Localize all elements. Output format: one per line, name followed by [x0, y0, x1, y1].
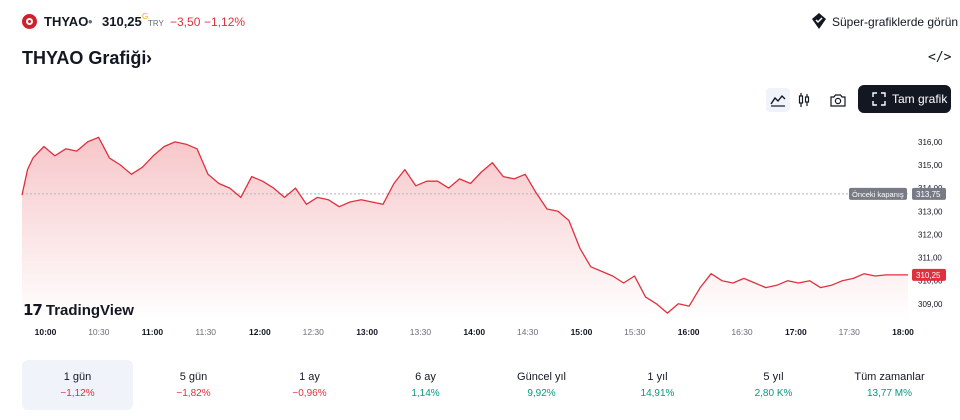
x-tick-label: 10:30	[88, 327, 110, 337]
symbol-header: THYAO • 310,25 G TRY −3,50 −1,12% Süper-…	[0, 0, 960, 44]
x-tick-label: 15:00	[571, 327, 593, 337]
tab-change: −1,12%	[60, 388, 95, 399]
tab-5-years[interactable]: 5 yıl 2,80 K%	[718, 360, 829, 410]
super-charts-icon[interactable]	[810, 12, 828, 30]
area-chart-icon	[770, 94, 786, 107]
fullscreen-icon	[872, 92, 886, 106]
last-price-label-bg	[912, 268, 946, 281]
tab-label: 1 yıl	[647, 371, 668, 383]
full-chart-label: Tam grafik	[892, 92, 948, 106]
x-tick-label: 16:00	[678, 327, 700, 337]
tab-change: 13,77 M%	[866, 388, 913, 399]
camera-icon	[830, 94, 846, 107]
x-tick-label: 11:30	[195, 327, 216, 337]
tab-change: 14,91%	[640, 388, 675, 399]
price-change: −3,50	[170, 15, 201, 29]
embed-code-icon[interactable]: </>	[928, 50, 952, 65]
chevron-right-icon[interactable]: ›	[146, 48, 152, 68]
separator: •	[88, 14, 93, 29]
y-tick-label: 309,00	[918, 300, 943, 309]
currency-label: TRY	[148, 19, 164, 28]
super-charts-link[interactable]: Süper-grafiklerde görün	[832, 15, 959, 29]
price-flag: G	[142, 12, 149, 21]
tab-change: 2,80 K%	[754, 388, 793, 399]
tab-1-day[interactable]: 1 gün −1,12%	[22, 360, 133, 410]
tab-all-time[interactable]: Tüm zamanlar 13,77 M%	[834, 360, 945, 410]
tab-1-month[interactable]: 1 ay −0,96%	[254, 360, 365, 410]
tradingview-mark-icon: 17	[23, 301, 43, 319]
tab-6-months[interactable]: 6 ay 1,14%	[370, 360, 481, 410]
y-tick-label: 313,00	[918, 207, 943, 216]
period-tabs: 1 gün −1,12% 5 gün −1,82% 1 ay −0,96% 6 ay 1…	[22, 360, 952, 410]
x-tick-label: 12:30	[303, 327, 325, 337]
x-tick-label: 13:30	[410, 327, 432, 337]
tab-label: Tüm zamanlar	[854, 371, 925, 383]
x-tick-label: 13:00	[356, 327, 378, 337]
symbol-name[interactable]: THYAO	[44, 14, 89, 29]
x-tick-label: 12:00	[249, 327, 271, 337]
tradingview-logo-text: TradingView	[45, 302, 134, 319]
last-price: 310,25	[102, 14, 142, 29]
candles-icon	[798, 93, 810, 107]
tab-change: −1,82%	[176, 388, 211, 399]
price-series-line	[21, 136, 908, 314]
last-price-label: 310,25	[916, 271, 941, 280]
price-area-fill	[22, 137, 908, 320]
price-chart[interactable]: 316,00315,00314,00313,00312,00311,00310,…	[0, 120, 960, 350]
full-chart-button[interactable]: Tam grafik	[858, 85, 951, 113]
previous-close-label: Önceki kapanış	[852, 190, 904, 199]
y-tick-label: 310,00	[918, 277, 943, 286]
x-tick-label: 18:00	[892, 327, 914, 337]
y-tick-label: 315,00	[918, 161, 943, 170]
x-tick-label: 17:00	[785, 327, 807, 337]
tab-label: 5 gün	[179, 371, 208, 383]
tab-change: 1,14%	[411, 388, 440, 399]
tab-5-days[interactable]: 5 gün −1,82%	[138, 360, 249, 410]
y-tick-label: 316,00	[918, 138, 943, 147]
y-tick-label: 312,00	[918, 230, 943, 239]
area-chart-button[interactable]	[766, 88, 790, 112]
previous-close-label-bg	[849, 187, 907, 200]
x-tick-label: 14:00	[463, 327, 485, 337]
tab-change: 9,92%	[527, 388, 556, 399]
tab-change: −0,96%	[292, 388, 327, 399]
previous-close-value: 313,75	[916, 190, 941, 199]
tradingview-logo[interactable]: 17 TradingView	[23, 301, 134, 319]
chart-title[interactable]: THYAO Grafiği	[22, 48, 147, 68]
x-tick-label: 11:00	[142, 327, 164, 337]
x-tick-label: 17:30	[839, 327, 861, 337]
x-tick-label: 10:00	[35, 327, 57, 337]
candles-button[interactable]	[792, 88, 816, 112]
x-tick-label: 14:30	[517, 327, 539, 337]
tab-label: 6 ay	[415, 371, 436, 383]
tab-ytd[interactable]: Güncel yıl 9,92%	[486, 360, 597, 410]
tab-label: 1 gün	[63, 371, 92, 383]
tab-1-year[interactable]: 1 yıl 14,91%	[602, 360, 713, 410]
tab-label: Güncel yıl	[517, 371, 566, 383]
y-tick-label: 311,00	[918, 254, 942, 263]
thy-logo-icon	[22, 14, 37, 29]
tab-label: 1 ay	[299, 371, 320, 383]
x-tick-label: 15:30	[624, 327, 646, 337]
tab-label: 5 yıl	[763, 371, 784, 383]
price-change-percent: −1,12%	[204, 15, 246, 29]
previous-close-value-bg	[912, 187, 946, 200]
screenshot-button[interactable]	[826, 88, 850, 112]
x-tick-label: 16:30	[731, 327, 753, 337]
